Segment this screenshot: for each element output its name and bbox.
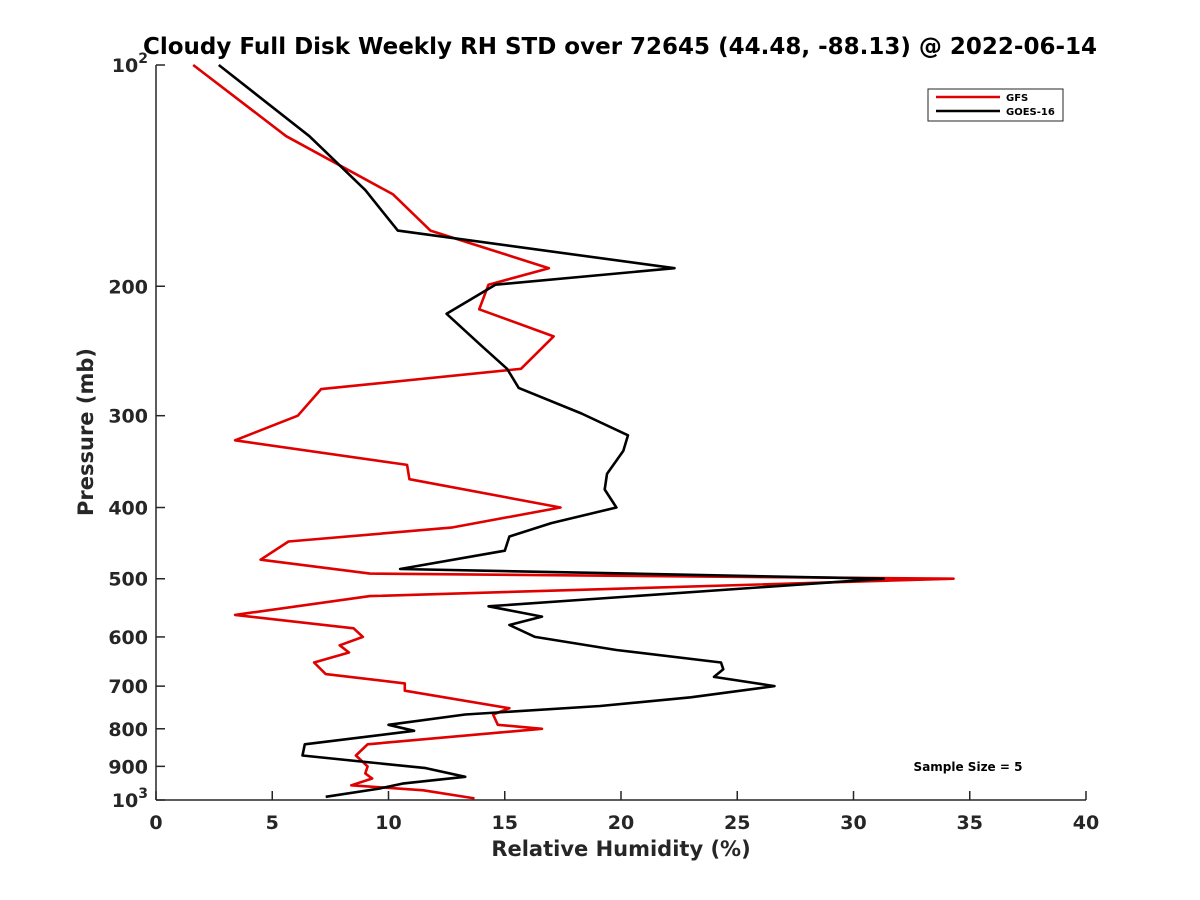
- y-tick-label: 500: [108, 569, 148, 591]
- y-tick-label: 102: [112, 51, 148, 77]
- x-axis-ticks: 0 5 10 15 20 25 30 35 40: [149, 791, 1099, 834]
- x-tick-label: 10: [375, 812, 401, 834]
- x-tick-label: 30: [840, 812, 866, 834]
- legend-label-gfs: GFS: [1006, 93, 1028, 104]
- x-axis-label: Relative Humidity (%): [491, 837, 750, 861]
- x-tick-label: 35: [957, 812, 983, 834]
- chart-title: Cloudy Full Disk Weekly RH STD over 7264…: [143, 34, 1097, 60]
- y-tick-label: 300: [108, 406, 148, 428]
- x-tick-label: 40: [1073, 812, 1099, 834]
- legend: GFS GOES-16: [927, 88, 1064, 122]
- x-tick-label: 15: [492, 812, 518, 834]
- y-tick-label: 700: [108, 676, 148, 698]
- series-line-gfs: [192, 63, 955, 800]
- x-tick-label: 25: [724, 812, 750, 834]
- y-tick-label: 103: [112, 786, 148, 812]
- y-tick-label: 600: [108, 627, 148, 649]
- x-tick-label: 0: [149, 812, 162, 834]
- sample-size-annotation: Sample Size = 5: [914, 760, 1023, 774]
- legend-box: [927, 88, 1064, 122]
- y-tick-label: 200: [108, 276, 148, 298]
- y-tick-label: 400: [108, 498, 148, 520]
- y-tick-label: 800: [108, 719, 148, 741]
- y-axis-label: Pressure (mb): [74, 348, 98, 516]
- x-tick-label: 5: [266, 812, 279, 834]
- x-tick-label: 20: [608, 812, 634, 834]
- legend-label-goes16: GOES-16: [1006, 107, 1055, 118]
- y-axis-ticks: 102 200 300 400 500 600 700 800 900 103: [108, 51, 165, 812]
- series-layer: [192, 63, 955, 800]
- series-line-goes16: [217, 63, 885, 799]
- y-tick-label: 900: [108, 756, 148, 778]
